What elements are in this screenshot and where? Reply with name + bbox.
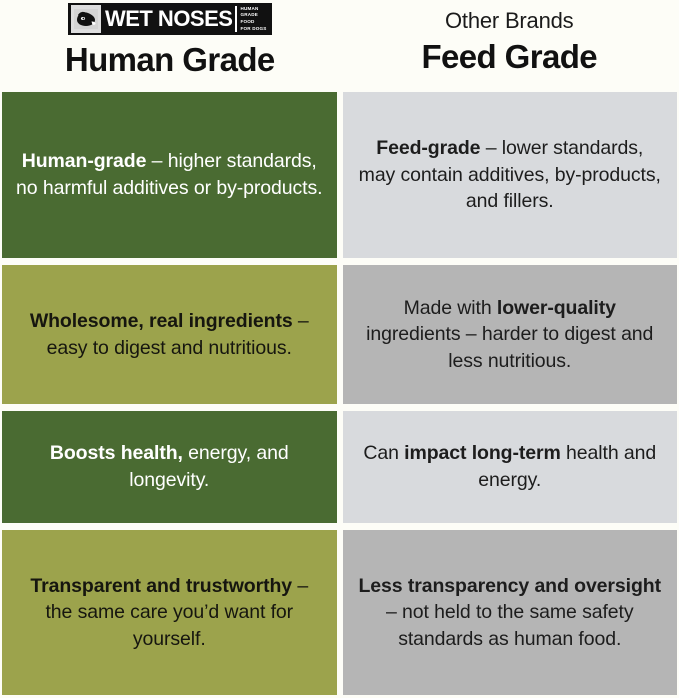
- column-eyebrow-right: Other Brands: [445, 8, 574, 33]
- body-text: – not held to the same safety standards …: [385, 601, 634, 650]
- body-text: – easy to digest and nutritious.: [46, 309, 309, 359]
- cell-human-grade: Transparent and trustworthy – the same c…: [2, 530, 337, 695]
- emphasis-text: Boosts health,: [49, 442, 183, 465]
- cell-feed-grade: Can impact long-term health and energy.: [342, 411, 677, 523]
- emphasis-text: lower-quality: [496, 296, 616, 319]
- wet-noses-logo: WET NOSES HUMAN GRADE FOOD FOR DOGS: [67, 3, 272, 35]
- logo-tagline-line-3: FOOD: [240, 19, 255, 24]
- body-text: energy, and longevity.: [129, 442, 289, 491]
- emphasis-text: Less transparency and oversight: [358, 574, 661, 597]
- column-title-left: Human Grade: [64, 41, 275, 78]
- dog-head-icon: [70, 5, 101, 33]
- cell-text: Less transparency and oversight – not he…: [357, 573, 664, 653]
- cell-feed-grade: Less transparency and oversight – not he…: [342, 530, 677, 695]
- comparison-row: Boosts health, energy, and longevity. Can…: [2, 411, 677, 523]
- body-text: ingredients – harder to digest and less …: [366, 323, 654, 372]
- header-column-left: WET NOSES HUMAN GRADE FOOD FOR DOGS Huma…: [0, 0, 340, 92]
- body-text: – higher standards, no harmful additives…: [16, 150, 323, 199]
- emphasis-text: Transparent and trustworthy: [30, 574, 293, 597]
- body-text: Made with: [403, 296, 497, 319]
- cell-feed-grade: Feed-grade – lower standards, may contai…: [342, 92, 677, 258]
- emphasis-text: Feed-grade: [376, 137, 481, 160]
- emphasis-text: impact long-term: [404, 442, 561, 465]
- cell-human-grade: Human-grade – higher standards, no harmf…: [2, 92, 337, 258]
- logo-tagline-line-1: HUMAN: [240, 5, 259, 11]
- cell-text: Boosts health, energy, and longevity.: [16, 440, 323, 493]
- comparison-row: Transparent and trustworthy – the same c…: [2, 530, 677, 695]
- header: WET NOSES HUMAN GRADE FOOD FOR DOGS Huma…: [0, 0, 679, 92]
- body-text: – lower standards, may contain additives…: [358, 137, 661, 213]
- logo-tagline-line-2: GRADE: [240, 12, 259, 18]
- body-text: Can: [363, 442, 405, 465]
- header-column-right: Other Brands Feed Grade: [340, 0, 679, 92]
- body-text: health and energy.: [478, 442, 657, 491]
- comparison-grid: Human-grade – higher standards, no harmf…: [0, 92, 679, 698]
- cell-text: Feed-grade – lower standards, may contai…: [357, 135, 664, 215]
- comparison-row: Human-grade – higher standards, no harmf…: [2, 92, 677, 258]
- body-text: – the same care you’d want for yourself.: [45, 574, 309, 650]
- logo-tagline: HUMAN GRADE FOOD FOR DOGS: [240, 5, 268, 33]
- logo-divider: [235, 6, 238, 32]
- emphasis-text: Wholesome, real ingredients: [29, 309, 293, 332]
- column-title-right: Feed Grade: [421, 38, 598, 75]
- emphasis-text: Human-grade: [21, 150, 147, 173]
- cell-feed-grade: Made with lower-quality ingredients – ha…: [342, 265, 677, 404]
- logo-wordmark: WET NOSES: [104, 6, 233, 31]
- cell-text: Can impact long-term health and energy.: [357, 440, 664, 493]
- cell-text: Wholesome, real ingredients – easy to di…: [16, 308, 323, 361]
- cell-human-grade: Boosts health, energy, and longevity.: [2, 411, 337, 523]
- cell-text: Human-grade – higher standards, no harmf…: [16, 148, 323, 201]
- cell-text: Made with lower-quality ingredients – ha…: [357, 295, 664, 375]
- comparison-row: Wholesome, real ingredients – easy to di…: [2, 265, 677, 404]
- cell-text: Transparent and trustworthy – the same c…: [16, 573, 323, 653]
- cell-human-grade: Wholesome, real ingredients – easy to di…: [2, 265, 337, 404]
- logo-tagline-line-4: FOR DOGS: [240, 25, 267, 31]
